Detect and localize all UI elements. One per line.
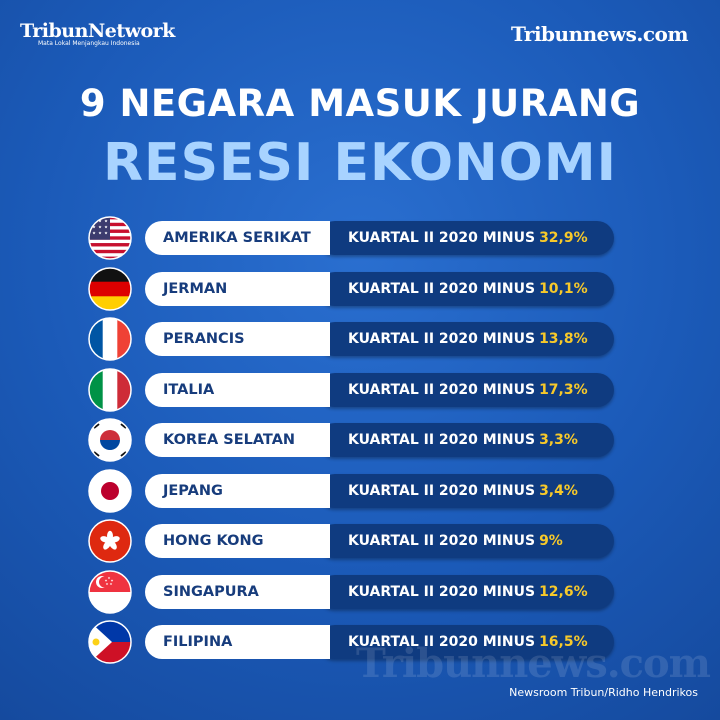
country-row: FILIPINA KUARTAL II 2020 MINUS 16,5% [88, 620, 618, 664]
period-pill [318, 221, 614, 255]
country-pill [145, 423, 330, 457]
flag-icon [88, 620, 132, 664]
flag-icon [88, 216, 132, 260]
country-row: PERANCIS KUARTAL II 2020 MINUS 13,8% [88, 317, 618, 361]
growth-value: 3,3% [539, 432, 578, 448]
country-row: KOREA SELATAN KUARTAL II 2020 MINUS 3,3% [88, 418, 618, 462]
network-tagline: Mata Lokal Menjangkau Indonesia [38, 40, 140, 47]
country-name: FILIPINA [163, 634, 233, 650]
flag-icon [88, 519, 132, 563]
period-pill [318, 423, 614, 457]
flag-icon [88, 317, 132, 361]
country-row: ITALIA KUARTAL II 2020 MINUS 17,3% [88, 367, 618, 412]
country-name: ITALIA [163, 381, 215, 398]
country-pill [145, 372, 330, 407]
country-pill [145, 625, 330, 659]
country-name: SINGAPURA [163, 583, 259, 600]
period-text: KUARTAL II 2020 MINUS [348, 230, 536, 246]
country-pill [145, 221, 330, 255]
watermark: Tribunnews.com [355, 640, 711, 687]
country-row: HONG KONG KUARTAL II 2020 MINUS 9% [88, 519, 618, 563]
flag-icon [88, 367, 132, 412]
period-pill [318, 473, 614, 508]
growth-value: 12,6% [539, 583, 588, 600]
period-text-box: KUARTAL II 2020 MINUS 3,4% [348, 474, 578, 508]
period-text-box: KUARTAL II 2020 MINUS 3,3% [348, 423, 578, 457]
period-text: KUARTAL II 2020 MINUS [348, 533, 536, 549]
growth-value: 13,8% [539, 331, 588, 347]
period-text-box: KUARTAL II 2020 MINUS 13,8% [348, 322, 588, 356]
title-line-2: RESESI EKONOMI [103, 133, 617, 193]
country-row: SINGAPURA KUARTAL II 2020 MINUS 12,6% [88, 569, 618, 614]
period-text: KUARTAL II 2020 MINUS [348, 331, 536, 347]
country-pill [145, 473, 330, 508]
period-text-box: KUARTAL II 2020 MINUS 12,6% [348, 575, 588, 609]
period-text: KUARTAL II 2020 MINUS [348, 280, 536, 297]
flag-icon [88, 418, 132, 462]
growth-value: 32,9% [539, 230, 588, 246]
growth-value: 9% [539, 533, 563, 549]
flag-icon [88, 266, 132, 311]
growth-value: 3,4% [539, 482, 578, 499]
country-pill [145, 322, 330, 356]
period-pill [318, 271, 614, 306]
network-name: TribunNetwork [20, 20, 175, 42]
country-name: HONG KONG [163, 533, 264, 549]
title-line-1: 9 NEGARA MASUK JURANG [79, 82, 641, 125]
period-text-box: KUARTAL II 2020 MINUS 17,3% [348, 373, 588, 407]
period-pill [318, 372, 614, 407]
period-text-box: KUARTAL II 2020 MINUS 10,1% [348, 272, 588, 306]
period-pill [318, 524, 614, 558]
period-text: KUARTAL II 2020 MINUS [348, 482, 536, 499]
flag-icon [88, 468, 132, 513]
country-row: JEPANG KUARTAL II 2020 MINUS 3,4% [88, 468, 618, 513]
country-name: JEPANG [163, 482, 223, 499]
country-name: JERMAN [163, 280, 228, 297]
period-text: KUARTAL II 2020 MINUS [348, 381, 536, 398]
credit: Newsroom Tribun/Ridho Hendrikos [509, 686, 698, 699]
country-name: PERANCIS [163, 331, 245, 347]
country-pill [145, 574, 330, 609]
period-text: KUARTAL II 2020 MINUS [348, 583, 536, 600]
country-row: AMERIKA SERIKAT KUARTAL II 2020 MINUS 32,9… [88, 216, 618, 260]
period-text: KUARTAL II 2020 MINUS [348, 432, 536, 448]
growth-value: 10,1% [539, 280, 588, 297]
network-logo: TribunNetwork Mata Lokal Menjangkau Indo… [20, 20, 175, 47]
flag-icon [88, 569, 132, 614]
growth-value: 17,3% [539, 381, 588, 398]
growth-value: 16,5% [539, 634, 588, 650]
period-text: KUARTAL II 2020 MINUS [348, 634, 536, 650]
country-name: KOREA SELATAN [163, 432, 296, 448]
country-pill [145, 271, 330, 306]
period-text-box: KUARTAL II 2020 MINUS 9% [348, 524, 563, 558]
period-text-box: KUARTAL II 2020 MINUS 16,5% [348, 625, 588, 659]
period-pill [318, 574, 614, 609]
period-pill [318, 625, 614, 659]
period-pill [318, 322, 614, 356]
country-name: AMERIKA SERIKAT [163, 230, 311, 246]
country-row: JERMAN KUARTAL II 2020 MINUS 10,1% [88, 266, 618, 311]
period-text-box: KUARTAL II 2020 MINUS 32,9% [348, 221, 588, 255]
site-logo: Tribunnews.com [510, 22, 689, 46]
country-pill [145, 524, 330, 558]
